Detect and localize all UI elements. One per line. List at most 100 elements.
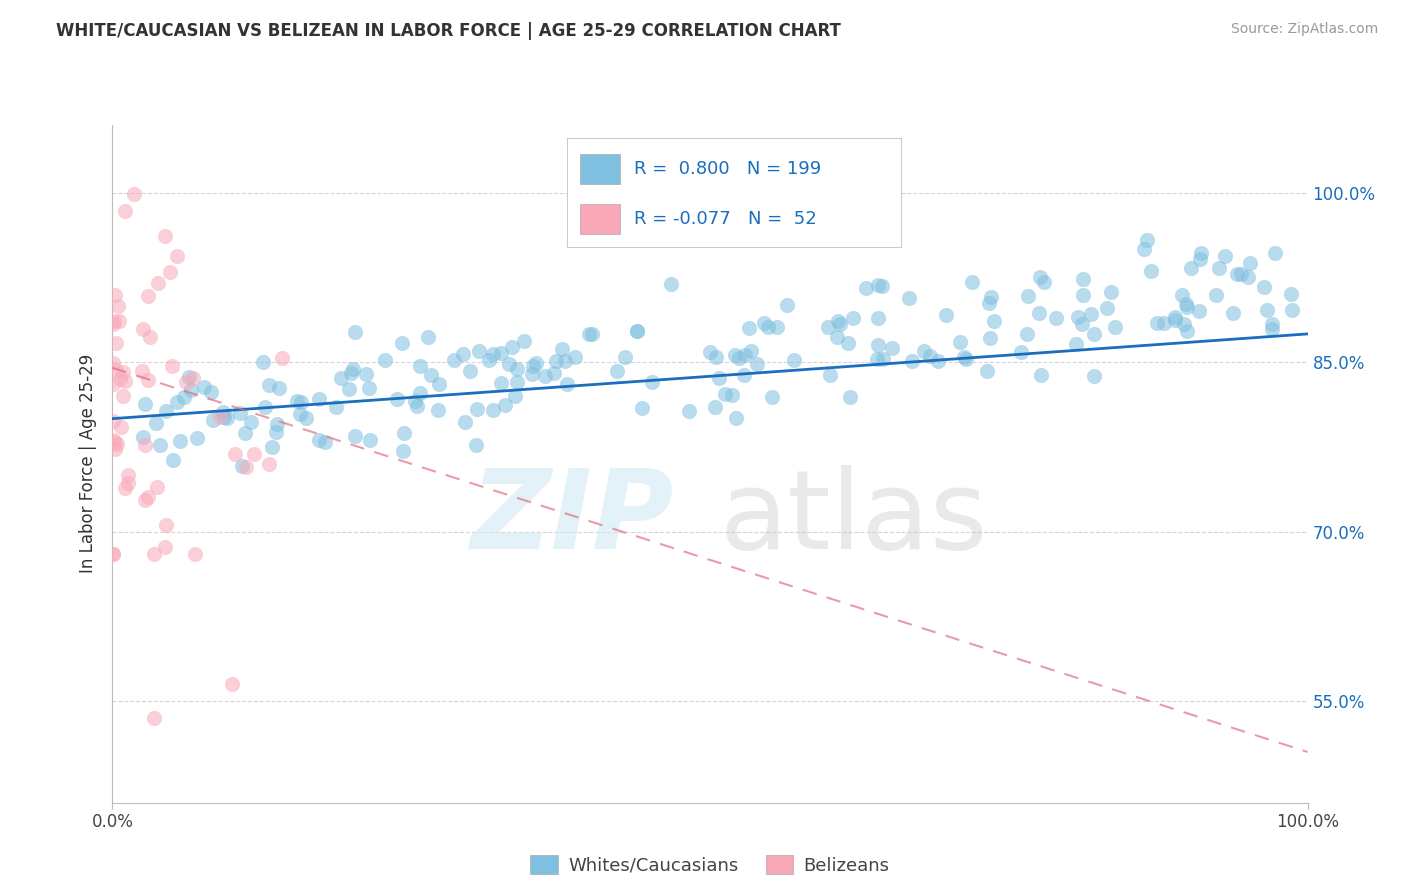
Point [501, 340, 523, 354]
Point [866, 311, 889, 326]
Point [429, 377, 451, 392]
Point [340, 366, 363, 380]
Point [1253, 279, 1275, 293]
Point [1083, 369, 1105, 384]
Point [1083, 327, 1105, 342]
Point [1028, 306, 1050, 320]
Point [104, 442, 127, 456]
Point [979, 331, 1001, 345]
Point [756, 319, 779, 334]
Point [131, 364, 153, 378]
Point [184, 547, 207, 561]
Point [699, 345, 721, 359]
Point [308, 392, 330, 407]
Point [631, 401, 654, 415]
Point [880, 342, 903, 356]
Point [830, 317, 852, 331]
Point [266, 417, 288, 431]
Point [134, 492, 156, 507]
Text: ZIP: ZIP [471, 465, 675, 572]
Point [155, 540, 177, 554]
Y-axis label: In Labor Force | Age 25-29: In Labor Force | Age 25-29 [79, 354, 97, 574]
Point [201, 413, 224, 427]
Point [239, 415, 262, 429]
Point [259, 377, 281, 392]
Point [714, 387, 737, 401]
Point [179, 370, 201, 384]
Point [467, 402, 489, 417]
Point [1173, 317, 1195, 331]
Point [1261, 322, 1284, 336]
Point [1263, 246, 1285, 260]
Point [1205, 288, 1227, 302]
Point [659, 277, 682, 292]
Point [912, 344, 935, 359]
Point [464, 438, 486, 452]
Point [159, 265, 181, 279]
Point [132, 430, 155, 444]
Point [314, 435, 336, 450]
Point [160, 359, 183, 374]
Point [554, 353, 576, 368]
Point [983, 314, 1005, 328]
Point [1164, 313, 1187, 327]
Point [1071, 317, 1094, 331]
Point [1136, 233, 1159, 247]
Point [1256, 303, 1278, 318]
Point [578, 326, 600, 341]
Point [136, 288, 159, 302]
Point [707, 370, 730, 384]
Point [406, 399, 429, 413]
Point [481, 403, 503, 417]
Point [359, 433, 381, 447]
Point [1174, 297, 1197, 311]
Point [101, 547, 124, 561]
Point [229, 406, 252, 420]
Point [295, 411, 318, 425]
Point [385, 392, 408, 406]
Point [704, 350, 727, 364]
Point [1045, 311, 1067, 326]
Point [765, 319, 787, 334]
Point [287, 394, 309, 409]
Point [1279, 286, 1302, 301]
Point [837, 336, 859, 351]
Point [176, 376, 198, 390]
Point [107, 299, 129, 313]
Point [231, 458, 253, 473]
Point [626, 324, 648, 338]
Point [221, 677, 243, 691]
Point [143, 711, 166, 725]
Point [162, 453, 184, 467]
Point [825, 330, 848, 344]
Point [117, 475, 139, 490]
Point [166, 395, 188, 409]
Point [1153, 316, 1175, 330]
Point [114, 374, 136, 388]
Point [467, 343, 489, 358]
Point [1071, 288, 1094, 302]
Point [1017, 326, 1039, 341]
Point [979, 296, 1001, 310]
Point [131, 322, 153, 336]
Point [737, 321, 759, 335]
Point [1071, 272, 1094, 286]
Point [740, 344, 762, 359]
Point [842, 311, 865, 326]
Point [149, 437, 172, 451]
Point [103, 314, 125, 328]
Point [868, 277, 890, 292]
Point [418, 330, 440, 344]
Point [949, 335, 972, 350]
Point [374, 352, 396, 367]
Point [454, 415, 477, 429]
Point [478, 352, 501, 367]
Point [212, 404, 235, 418]
Point [181, 370, 204, 384]
Point [173, 390, 195, 404]
Point [122, 187, 145, 202]
Point [783, 352, 806, 367]
Point [1028, 269, 1050, 284]
Point [614, 350, 637, 364]
Point [1175, 301, 1198, 315]
